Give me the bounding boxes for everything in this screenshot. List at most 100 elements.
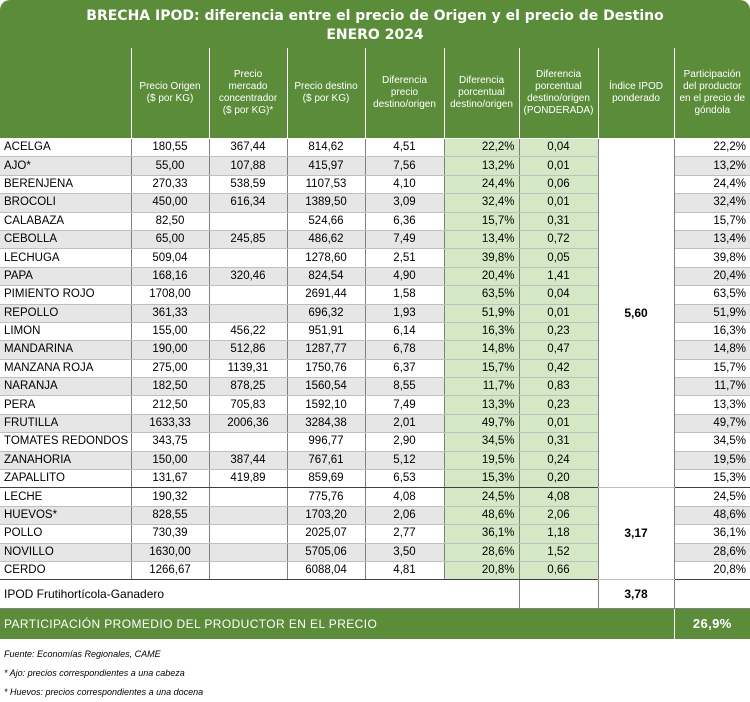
precio-mercado-cell: 107,88 [208, 156, 287, 176]
summary-label: PARTICIPACIÓN PROMEDIO DEL PRODUCTOR EN … [0, 608, 674, 640]
table-row: AJO* 55,00 107,88 415,97 7,56 13,2% 0,01 13,2% [0, 156, 750, 176]
diferencia-cell: 3,50 [364, 543, 444, 562]
diferencia-cell: 2,90 [364, 432, 444, 452]
participacion-cell: 13,3% [673, 395, 750, 415]
ipod-total-label: IPOD Frutihortícola-Ganadero [0, 579, 519, 610]
ipod-index-cell: 3,17 [597, 487, 675, 581]
table-row: HUEVOS* 828,55 1703,20 2,06 48,6% 2,06 48,6% [0, 506, 750, 526]
producto-cell: ACELGA [0, 138, 131, 158]
diferencia-cell: 4,51 [364, 138, 444, 158]
table-row: CALABAZA 82,50 524,66 6,36 15,7% 0,31 15,7% [0, 212, 750, 231]
precio-destino-cell: 1592,10 [286, 395, 365, 415]
participacion-cell: 13,4% [673, 230, 750, 250]
precio-origen-cell: 131,67 [130, 469, 209, 489]
diferencia-ponderada-cell: 0,31 [518, 432, 598, 452]
precio-origen-cell: 361,33 [130, 304, 209, 323]
precio-origen-cell: 190,00 [130, 340, 209, 360]
participacion-cell: 48,6% [673, 506, 750, 526]
precio-origen-cell: 509,04 [130, 248, 209, 268]
diferencia-ponderada-cell: 1,41 [518, 267, 598, 287]
diferencia-ponderada-cell: 0,66 [518, 561, 598, 581]
precio-origen-cell: 168,16 [130, 267, 209, 287]
precio-mercado-cell: 387,44 [208, 451, 287, 471]
precio-destino-cell: 1703,20 [286, 506, 365, 526]
precio-destino-cell: 1287,77 [286, 340, 365, 360]
diferencia-porcentual-cell: 49,7% [443, 414, 519, 434]
precio-origen-cell: 1708,00 [130, 285, 209, 305]
precio-origen-cell: 730,39 [130, 524, 209, 544]
diferencia-porcentual-cell: 16,3% [443, 322, 519, 342]
precio-origen-cell: 1266,67 [130, 561, 209, 581]
diferencia-porcentual-cell: 63,5% [443, 285, 519, 305]
diferencia-cell: 7,49 [364, 395, 444, 415]
producto-cell: BROCOLI [0, 193, 131, 213]
precio-origen-cell: 55,00 [130, 156, 209, 176]
participacion-cell: 51,9% [673, 304, 750, 323]
precio-destino-cell: 996,77 [286, 432, 365, 452]
precio-mercado-cell [208, 543, 287, 562]
producto-cell: TOMATES REDONDOS [0, 432, 131, 452]
diferencia-cell: 4,08 [364, 487, 444, 507]
precio-destino-cell: 486,62 [286, 230, 365, 250]
producto-cell: POLLO [0, 524, 131, 544]
participacion-cell: 15,3% [673, 469, 750, 489]
diferencia-porcentual-cell: 13,3% [443, 395, 519, 415]
participacion-cell: 20,4% [673, 267, 750, 287]
report-title: BRECHA IPOD: diferencia entre el precio … [0, 0, 750, 48]
summary-value: 26,9% [673, 608, 750, 640]
table-row: REPOLLO 361,33 696,32 1,93 51,9% 0,01 51,9% [0, 304, 750, 323]
precio-origen-cell: 150,00 [130, 451, 209, 471]
precio-destino-cell: 5705,06 [286, 543, 365, 562]
precio-mercado-cell [208, 304, 287, 323]
precio-mercado-cell: 245,85 [208, 230, 287, 250]
table-row: POLLO 730,39 2025,07 2,77 36,1% 1,18 36,1% [0, 524, 750, 544]
diferencia-ponderada-cell: 0,01 [518, 304, 598, 323]
diferencia-cell: 6,36 [364, 212, 444, 231]
producto-cell: ZANAHORIA [0, 451, 131, 471]
precio-destino-cell: 767,61 [286, 451, 365, 471]
precio-destino-cell: 814,62 [286, 138, 365, 158]
precio-origen-cell: 828,55 [130, 506, 209, 526]
diferencia-ponderada-cell: 0,24 [518, 451, 598, 471]
ipod-total-value: 3,78 [597, 579, 675, 610]
participacion-cell: 24,4% [673, 175, 750, 195]
diferencia-cell: 6,37 [364, 359, 444, 379]
table-row: CERDO 1266,67 6088,04 4,81 20,8% 0,66 20,8% [0, 561, 750, 581]
diferencia-ponderada-cell: 2,06 [518, 506, 598, 526]
diferencia-porcentual-cell: 24,5% [443, 487, 519, 507]
table-row: PAPA 168,16 320,46 824,54 4,90 20,4% 1,41 20,4% [0, 267, 750, 287]
table-row: ACELGA 180,55 367,44 814,62 4,51 22,2% 0,04 5,6… [0, 138, 750, 489]
diferencia-porcentual-cell: 11,7% [443, 377, 519, 397]
precio-mercado-cell [208, 506, 287, 526]
precio-mercado-cell [208, 248, 287, 268]
diferencia-porcentual-cell: 19,5% [443, 451, 519, 471]
diferencia-cell: 6,14 [364, 322, 444, 342]
ipod-table: Precio Origen ($ por KG) Precio mercado … [0, 48, 750, 640]
diferencia-porcentual-cell: 51,9% [443, 304, 519, 323]
producto-cell: LECHE [0, 487, 131, 507]
precio-origen-cell: 275,00 [130, 359, 209, 379]
footnotes: Fuente: Economías Regionales, CAME * Ajo… [0, 645, 750, 702]
precio-mercado-cell [208, 285, 287, 305]
precio-mercado-cell [208, 524, 287, 544]
diferencia-porcentual-cell: 28,6% [443, 543, 519, 562]
precio-destino-cell: 1750,76 [286, 359, 365, 379]
diferencia-porcentual-cell: 32,4% [443, 193, 519, 213]
diferencia-cell: 4,81 [364, 561, 444, 581]
precio-origen-cell: 182,50 [130, 377, 209, 397]
diferencia-cell: 2,51 [364, 248, 444, 268]
precio-destino-cell: 1107,53 [286, 175, 365, 195]
diferencia-cell: 1,58 [364, 285, 444, 305]
precio-destino-cell: 696,32 [286, 304, 365, 323]
diferencia-ponderada-cell: 0,05 [518, 248, 598, 268]
participacion-cell: 16,3% [673, 322, 750, 342]
precio-mercado-cell: 367,44 [208, 138, 287, 158]
producto-cell: CERDO [0, 561, 131, 581]
participacion-cell: 22,2% [673, 138, 750, 158]
table-row: MANDARINA 190,00 512,86 1287,77 6,78 14,8% 0,4… [0, 340, 750, 360]
precio-destino-cell: 524,66 [286, 212, 365, 231]
header-diferencia-porcentual: Diferencia porcentual destino/origen [443, 48, 519, 139]
precio-destino-cell: 824,54 [286, 267, 365, 287]
header-participacion: Participación del productor en el precio… [673, 48, 750, 139]
header-precio-destino: Precio destino ($ por KG) [286, 48, 365, 139]
